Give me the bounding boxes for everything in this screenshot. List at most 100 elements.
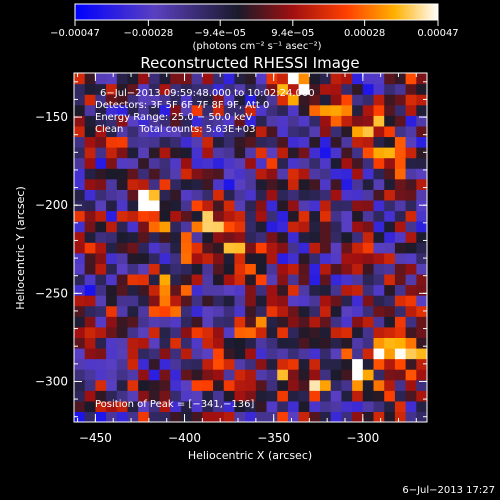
heatmap-cell [255, 263, 268, 275]
heatmap-cell [373, 115, 385, 127]
heatmap-cell [213, 347, 225, 360]
heatmap-cell [320, 295, 332, 307]
heatmap-cell [234, 104, 246, 116]
heatmap-cell [352, 115, 364, 127]
heatmap-cell [298, 157, 310, 169]
heatmap-cell [148, 390, 161, 402]
heatmap-cell [127, 326, 139, 338]
heatmap-cell [320, 104, 332, 116]
heatmap-cell [148, 136, 161, 148]
heatmap-cell [74, 115, 86, 127]
heatmap-cell [362, 73, 375, 85]
heatmap-cell [95, 125, 107, 138]
heatmap-cell [223, 168, 236, 180]
heatmap-cell [341, 316, 353, 328]
heatmap-cell [373, 379, 385, 391]
heatmap-cell [116, 347, 129, 360]
heatmap-cell [74, 295, 86, 307]
heatmap-cell [405, 83, 417, 95]
heatmap-cell [405, 390, 417, 402]
colorbar-tick-label: −0.00047 [50, 28, 100, 39]
heatmap-cell [405, 125, 417, 138]
heatmap-cell [95, 400, 107, 413]
heatmap-cell [74, 210, 86, 222]
heatmap-cell [394, 358, 407, 370]
heatmap-cell [362, 252, 375, 264]
heatmap-cell [245, 390, 257, 402]
heatmap-cell [394, 73, 407, 85]
heatmap-cell [287, 189, 300, 201]
heatmap-cell [352, 284, 364, 296]
heatmap-cell [341, 231, 353, 243]
heatmap-cell [84, 347, 96, 360]
heatmap-cell [384, 390, 396, 402]
heatmap-cell [309, 178, 321, 190]
heatmap-cell [234, 252, 246, 264]
heatmap-cell [159, 73, 171, 85]
heatmap-cell [127, 178, 139, 190]
heatmap-cell [138, 358, 150, 370]
heatmap-cell [341, 94, 353, 106]
heatmap-cell [330, 284, 343, 296]
heatmap-cell [213, 316, 225, 328]
heatmap-cell [159, 210, 171, 222]
heatmap-cell [84, 210, 96, 222]
heatmap-cell [223, 231, 236, 243]
heatmap-cell [309, 83, 321, 95]
heatmap-cell [202, 221, 214, 233]
heatmap-cell [266, 316, 278, 328]
heatmap-cell [394, 210, 407, 222]
heatmap-cell [191, 125, 203, 138]
heatmap-cell [159, 316, 171, 328]
heatmap-cell [330, 337, 343, 349]
heatmap-cell [127, 221, 139, 233]
heatmap-cell [84, 147, 96, 159]
heatmap-cell [223, 263, 236, 275]
heatmap-cell [330, 305, 343, 317]
heatmap-cell [245, 189, 257, 201]
heatmap-cell [191, 136, 203, 148]
heatmap-cell [170, 337, 182, 349]
heatmap-cell [202, 189, 214, 201]
heatmap-cell [180, 411, 193, 422]
heatmap-cell [213, 400, 225, 413]
heatmap-cell [298, 147, 310, 159]
heatmap-cell [202, 94, 214, 106]
heatmap-cell [223, 316, 236, 328]
heatmap-cell [127, 83, 139, 95]
heatmap-cell [170, 369, 182, 381]
heatmap-cell [341, 189, 353, 201]
heatmap-cell [277, 305, 289, 317]
heatmap-cell [223, 273, 236, 286]
heatmap-cell [138, 125, 150, 138]
heatmap-cell [255, 305, 268, 317]
heatmap-cell [320, 390, 332, 402]
heatmap-cell [277, 104, 289, 116]
heatmap-cell [106, 147, 118, 159]
heatmap-cell [223, 390, 236, 402]
heatmap-cell [138, 326, 150, 338]
heatmap-cell [266, 242, 278, 254]
heatmap-cell [106, 273, 118, 286]
heatmap-cell [170, 379, 182, 391]
heatmap-cell [362, 125, 375, 138]
heatmap-cell [116, 295, 129, 307]
heatmap-cell [223, 337, 236, 349]
heatmap-cell [138, 252, 150, 264]
heatmap-cell [255, 347, 268, 360]
heatmap-cell [394, 400, 407, 413]
heatmap-cell [309, 252, 321, 264]
heatmap-cell [213, 263, 225, 275]
heatmap-cell [223, 295, 236, 307]
heatmap-cell [309, 305, 321, 317]
heatmap-cell [74, 168, 86, 180]
heatmap-cell [298, 199, 310, 212]
heatmap-cell [84, 231, 96, 243]
heatmap-cell [298, 273, 310, 286]
heatmap-cell [234, 316, 246, 328]
heatmap-cell [352, 157, 364, 169]
heatmap-cell [213, 252, 225, 264]
heatmap-cell [74, 411, 86, 422]
heatmap-cell [116, 316, 129, 328]
heatmap-cell [148, 157, 161, 169]
